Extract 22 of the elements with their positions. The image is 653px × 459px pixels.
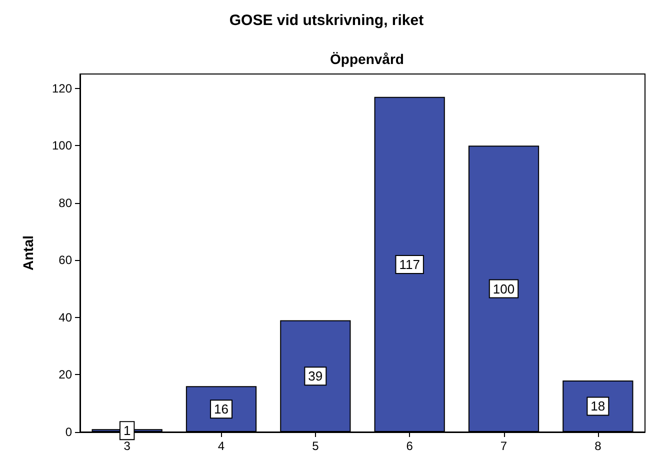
- x-tick-label: 7: [500, 439, 508, 453]
- data-label: 1: [123, 423, 131, 438]
- y-tick-label: 80: [58, 196, 72, 210]
- y-tick-label: 0: [65, 425, 72, 439]
- x-tick-label: 4: [218, 439, 225, 453]
- data-label: 100: [492, 281, 515, 296]
- y-tick-label: 40: [58, 310, 72, 324]
- x-tick-label: 5: [312, 439, 320, 453]
- data-label: 117: [399, 256, 420, 272]
- data-label: 39: [308, 368, 323, 384]
- chart-subtitle: Öppenvård: [330, 51, 404, 67]
- chart-title: GOSE vid utskrivning, riket: [229, 12, 424, 29]
- y-tick-label: 20: [58, 368, 72, 382]
- y-tick-label: 120: [52, 81, 72, 96]
- y-tick-label: 100: [52, 138, 72, 153]
- x-tick-label: 8: [594, 439, 602, 453]
- y-tick-label: 60: [58, 253, 72, 268]
- x-tick-label: 3: [124, 439, 131, 453]
- data-label: 16: [214, 402, 228, 417]
- data-label: 18: [590, 398, 606, 414]
- x-tick-label: 6: [406, 439, 414, 453]
- y-axis-title: Antal: [20, 236, 36, 270]
